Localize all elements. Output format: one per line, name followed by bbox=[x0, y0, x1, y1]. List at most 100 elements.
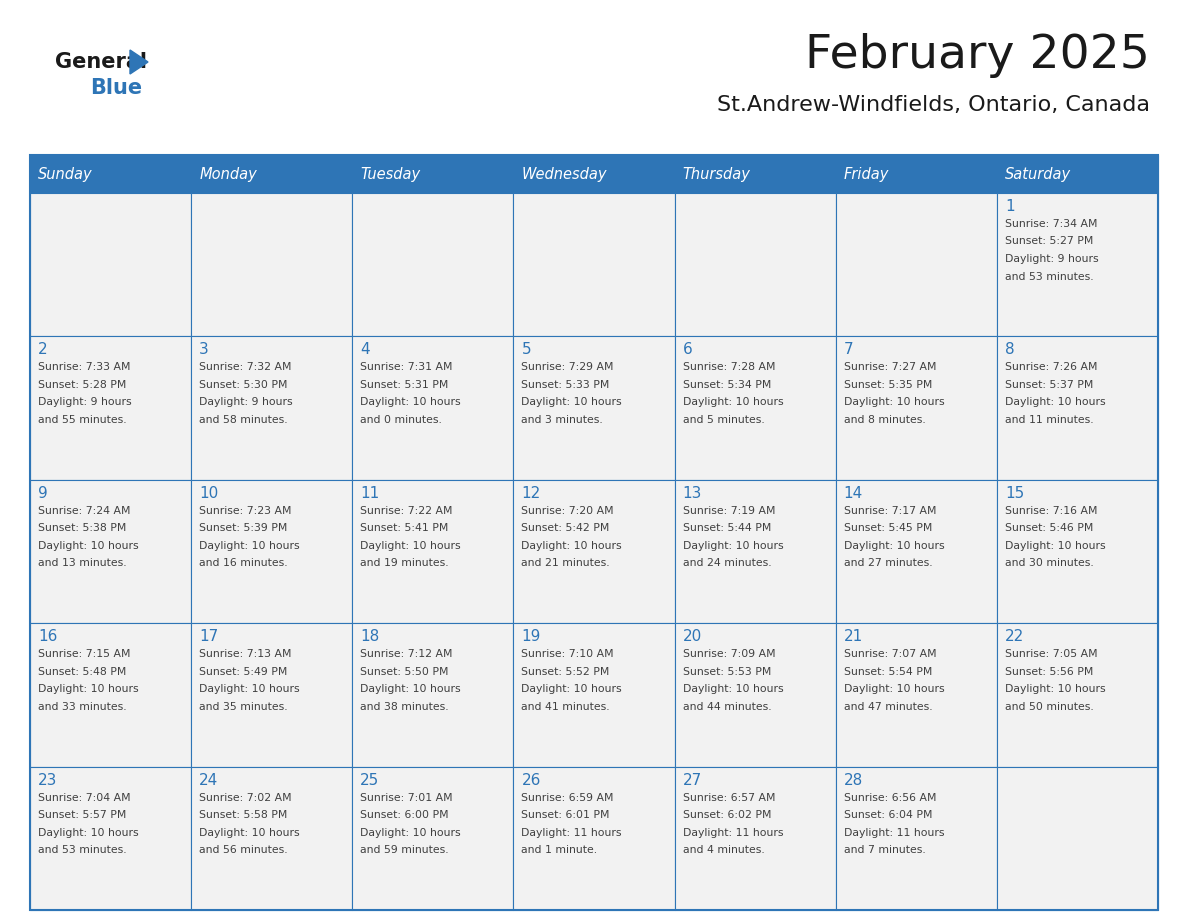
Bar bbox=[353, 336, 513, 480]
Text: Sunset: 5:34 PM: Sunset: 5:34 PM bbox=[683, 380, 771, 390]
Text: 28: 28 bbox=[843, 773, 862, 788]
Text: Sunrise: 7:15 AM: Sunrise: 7:15 AM bbox=[38, 649, 131, 659]
Text: Daylight: 10 hours: Daylight: 10 hours bbox=[360, 828, 461, 837]
Text: Daylight: 10 hours: Daylight: 10 hours bbox=[522, 684, 623, 694]
Text: and 44 minutes.: and 44 minutes. bbox=[683, 701, 771, 711]
Text: Sunset: 5:27 PM: Sunset: 5:27 PM bbox=[1005, 237, 1093, 247]
Bar bbox=[835, 480, 997, 623]
Bar bbox=[835, 767, 997, 910]
Text: 23: 23 bbox=[38, 773, 57, 788]
Text: Sunset: 5:37 PM: Sunset: 5:37 PM bbox=[1005, 380, 1093, 390]
Text: 27: 27 bbox=[683, 773, 702, 788]
Text: Daylight: 10 hours: Daylight: 10 hours bbox=[683, 541, 783, 551]
Bar bbox=[191, 623, 353, 767]
Text: 6: 6 bbox=[683, 342, 693, 357]
Bar bbox=[30, 155, 1158, 910]
Text: Sunday: Sunday bbox=[38, 166, 93, 182]
Text: and 30 minutes.: and 30 minutes. bbox=[1005, 558, 1094, 568]
Text: and 1 minute.: and 1 minute. bbox=[522, 845, 598, 855]
Bar bbox=[675, 193, 835, 336]
Text: 2: 2 bbox=[38, 342, 48, 357]
Text: Sunset: 5:54 PM: Sunset: 5:54 PM bbox=[843, 666, 933, 677]
Text: Sunset: 5:33 PM: Sunset: 5:33 PM bbox=[522, 380, 609, 390]
Text: Sunset: 5:38 PM: Sunset: 5:38 PM bbox=[38, 523, 126, 533]
Text: Sunrise: 7:05 AM: Sunrise: 7:05 AM bbox=[1005, 649, 1098, 659]
Text: Sunset: 5:42 PM: Sunset: 5:42 PM bbox=[522, 523, 609, 533]
Text: Daylight: 10 hours: Daylight: 10 hours bbox=[38, 541, 139, 551]
Bar bbox=[513, 623, 675, 767]
Bar bbox=[997, 767, 1158, 910]
Text: Daylight: 9 hours: Daylight: 9 hours bbox=[38, 397, 132, 408]
Bar bbox=[997, 336, 1158, 480]
Text: 18: 18 bbox=[360, 629, 379, 644]
Text: and 3 minutes.: and 3 minutes. bbox=[522, 415, 604, 425]
Text: and 58 minutes.: and 58 minutes. bbox=[200, 415, 287, 425]
Text: 12: 12 bbox=[522, 486, 541, 501]
Text: Sunrise: 7:23 AM: Sunrise: 7:23 AM bbox=[200, 506, 291, 516]
Text: Sunset: 5:56 PM: Sunset: 5:56 PM bbox=[1005, 666, 1093, 677]
Text: Sunset: 5:48 PM: Sunset: 5:48 PM bbox=[38, 666, 126, 677]
Text: Sunrise: 6:56 AM: Sunrise: 6:56 AM bbox=[843, 792, 936, 802]
Text: Sunrise: 6:57 AM: Sunrise: 6:57 AM bbox=[683, 792, 775, 802]
Text: Daylight: 10 hours: Daylight: 10 hours bbox=[38, 684, 139, 694]
Bar bbox=[675, 623, 835, 767]
Text: Daylight: 10 hours: Daylight: 10 hours bbox=[522, 397, 623, 408]
Text: Sunrise: 6:59 AM: Sunrise: 6:59 AM bbox=[522, 792, 614, 802]
Text: Sunset: 6:02 PM: Sunset: 6:02 PM bbox=[683, 810, 771, 820]
Text: Sunrise: 7:34 AM: Sunrise: 7:34 AM bbox=[1005, 219, 1098, 229]
Text: Daylight: 10 hours: Daylight: 10 hours bbox=[360, 684, 461, 694]
Text: and 4 minutes.: and 4 minutes. bbox=[683, 845, 764, 855]
Text: 15: 15 bbox=[1005, 486, 1024, 501]
Bar bbox=[835, 623, 997, 767]
Text: Sunset: 6:04 PM: Sunset: 6:04 PM bbox=[843, 810, 933, 820]
Text: and 53 minutes.: and 53 minutes. bbox=[38, 845, 127, 855]
Text: Sunrise: 7:31 AM: Sunrise: 7:31 AM bbox=[360, 363, 453, 373]
Text: Sunset: 5:28 PM: Sunset: 5:28 PM bbox=[38, 380, 126, 390]
Text: Sunrise: 7:24 AM: Sunrise: 7:24 AM bbox=[38, 506, 131, 516]
Text: and 13 minutes.: and 13 minutes. bbox=[38, 558, 127, 568]
Text: Sunrise: 7:04 AM: Sunrise: 7:04 AM bbox=[38, 792, 131, 802]
Bar bbox=[675, 155, 835, 193]
Text: and 47 minutes.: and 47 minutes. bbox=[843, 701, 933, 711]
Text: Daylight: 10 hours: Daylight: 10 hours bbox=[1005, 541, 1106, 551]
Text: Sunset: 5:44 PM: Sunset: 5:44 PM bbox=[683, 523, 771, 533]
Text: Sunrise: 7:26 AM: Sunrise: 7:26 AM bbox=[1005, 363, 1098, 373]
Bar bbox=[353, 623, 513, 767]
Bar bbox=[675, 480, 835, 623]
Text: February 2025: February 2025 bbox=[805, 32, 1150, 77]
Text: Sunset: 5:57 PM: Sunset: 5:57 PM bbox=[38, 810, 126, 820]
Text: Daylight: 11 hours: Daylight: 11 hours bbox=[843, 828, 944, 837]
Text: and 5 minutes.: and 5 minutes. bbox=[683, 415, 764, 425]
Text: Sunrise: 7:09 AM: Sunrise: 7:09 AM bbox=[683, 649, 776, 659]
Bar bbox=[353, 480, 513, 623]
Text: Sunset: 5:46 PM: Sunset: 5:46 PM bbox=[1005, 523, 1093, 533]
Text: 4: 4 bbox=[360, 342, 369, 357]
Text: Sunset: 6:01 PM: Sunset: 6:01 PM bbox=[522, 810, 609, 820]
Text: and 8 minutes.: and 8 minutes. bbox=[843, 415, 925, 425]
Text: Sunset: 5:52 PM: Sunset: 5:52 PM bbox=[522, 666, 609, 677]
Text: Daylight: 10 hours: Daylight: 10 hours bbox=[843, 541, 944, 551]
Text: Tuesday: Tuesday bbox=[360, 166, 421, 182]
Bar bbox=[30, 767, 191, 910]
Text: Sunrise: 7:22 AM: Sunrise: 7:22 AM bbox=[360, 506, 453, 516]
Text: 25: 25 bbox=[360, 773, 379, 788]
Text: Sunrise: 7:07 AM: Sunrise: 7:07 AM bbox=[843, 649, 936, 659]
Bar bbox=[835, 193, 997, 336]
Bar bbox=[997, 193, 1158, 336]
Bar bbox=[191, 336, 353, 480]
Text: Daylight: 10 hours: Daylight: 10 hours bbox=[683, 684, 783, 694]
Text: and 27 minutes.: and 27 minutes. bbox=[843, 558, 933, 568]
Text: Sunset: 5:53 PM: Sunset: 5:53 PM bbox=[683, 666, 771, 677]
Text: 14: 14 bbox=[843, 486, 862, 501]
Bar bbox=[513, 480, 675, 623]
Text: 21: 21 bbox=[843, 629, 862, 644]
Text: 19: 19 bbox=[522, 629, 541, 644]
Bar bbox=[513, 155, 675, 193]
Text: and 11 minutes.: and 11 minutes. bbox=[1005, 415, 1093, 425]
Text: Daylight: 10 hours: Daylight: 10 hours bbox=[843, 684, 944, 694]
Text: 13: 13 bbox=[683, 486, 702, 501]
Text: Blue: Blue bbox=[90, 78, 143, 98]
Text: Sunset: 5:39 PM: Sunset: 5:39 PM bbox=[200, 523, 287, 533]
Bar bbox=[513, 767, 675, 910]
Text: Daylight: 10 hours: Daylight: 10 hours bbox=[360, 541, 461, 551]
